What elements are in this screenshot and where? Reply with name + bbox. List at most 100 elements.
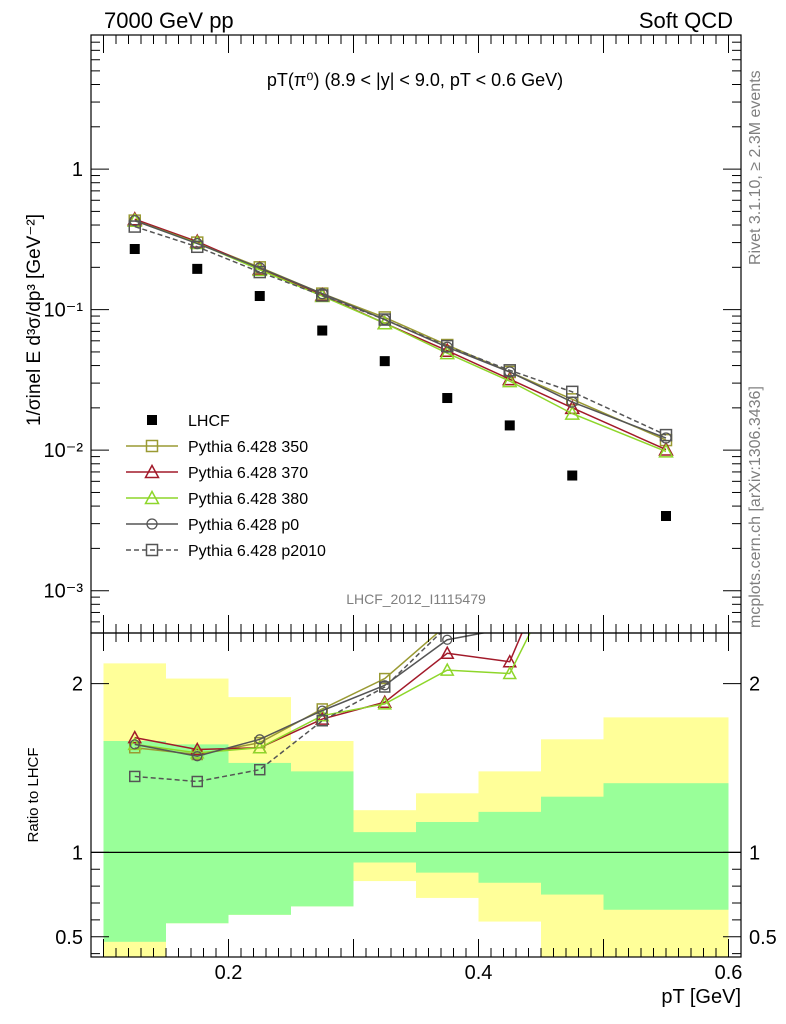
legend-marker-2 — [144, 489, 160, 505]
main-point-4-1 — [191, 240, 204, 254]
legend-label-3: Pythia 6.428 p0 — [188, 517, 299, 534]
main-point-2-5 — [439, 345, 456, 360]
main-y-tick-label-2: 10⁻¹ — [44, 300, 84, 322]
ratio-y-tick-label-left-0: 0.5 — [55, 927, 83, 949]
energy-label: 7000 GeV pp — [104, 8, 234, 33]
ratio-point-3-0 — [129, 739, 140, 750]
ratio-point-0-5 — [442, 620, 452, 630]
ratio-point-2-6 — [502, 665, 518, 680]
analysis-watermark: LHCF_2012_I1115479 — [346, 591, 486, 607]
main-y-axis-label: 1/σinel E d³σ/dp³ [GeV⁻²] — [24, 214, 45, 426]
ratio-point-4-6 — [505, 604, 515, 614]
ratio-point-2-2 — [252, 740, 268, 754]
main-point-2-8 — [658, 443, 674, 458]
inner-uncertainty-band-2 — [228, 762, 291, 915]
data-point-5 — [442, 393, 453, 404]
legend-label-data: LHCF — [188, 413, 230, 430]
ratio-point-0-6 — [505, 609, 515, 619]
main-title: pT(π⁰) (8.9 < |y| < 9.0, pT < 0.6 GeV) — [267, 70, 563, 90]
ratio-point-3-6 — [508, 633, 511, 634]
ratio-point-3-2 — [254, 734, 265, 745]
main-y-tick-label-0: 10⁻³ — [44, 581, 84, 603]
inner-uncertainty-band-6 — [478, 811, 541, 883]
ratio-point-3-5 — [442, 634, 453, 645]
x-tick-label-0: 0.2 — [215, 962, 243, 984]
data-point-0 — [129, 244, 140, 255]
ratio-point-4-8 — [661, 375, 671, 385]
ratio-point-1-5 — [439, 645, 455, 659]
main-y-tick-label-3: 1 — [72, 159, 83, 181]
ratio-point-4-1 — [191, 775, 203, 788]
data-point-3 — [317, 325, 328, 336]
data-point-2 — [254, 291, 265, 302]
main-point-4-8 — [659, 428, 673, 442]
ratio-y-tick-label-right-1: 1 — [749, 842, 760, 864]
inner-uncertainty-band-4 — [353, 832, 416, 863]
ratio-point-0-7 — [567, 442, 577, 452]
main-line-4 — [134, 225, 667, 436]
ratio-point-1-1 — [189, 741, 205, 756]
generator-info: Rivet 3.1.10, ≥ 2.3M events — [747, 70, 764, 265]
main-point-2-6 — [501, 373, 518, 388]
main-point-1-8 — [658, 441, 674, 456]
ratio-point-0-4 — [379, 672, 391, 685]
main-y-tick-label-1: 10⁻² — [44, 440, 84, 462]
ratio-point-2-7 — [566, 543, 578, 554]
ratio-point-3-8 — [662, 409, 671, 418]
ratio-point-2-4 — [377, 696, 393, 710]
legend: LHCF Pythia 6.428 350 Pythia 6.428 370 Pyth… — [126, 413, 326, 560]
category-label: Soft QCD — [639, 8, 733, 33]
legend-marker-3 — [146, 518, 158, 530]
ratio-point-4-7 — [567, 358, 577, 368]
legend-label-0: Pythia 6.428 350 — [188, 439, 308, 456]
ratio-y-tick-label-right-2: 2 — [749, 674, 760, 696]
inner-uncertainty-band-5 — [416, 822, 479, 873]
data-point-6 — [504, 420, 515, 431]
main-point-4-6 — [503, 364, 516, 377]
source-info: mcplots.cern.ch [arXiv:1306.3436] — [747, 386, 764, 628]
legend-label-2: Pythia 6.428 380 — [188, 491, 308, 508]
main-point-4-0 — [128, 220, 141, 233]
x-axis-label: pT [GeV] — [661, 986, 741, 1008]
ratio-y-tick-label-left-2: 2 — [72, 674, 83, 696]
legend-label-4: Pythia 6.428 p2010 — [188, 543, 326, 560]
x-tick-label-2: 0.6 — [715, 962, 743, 984]
main-point-1-6 — [501, 371, 518, 386]
data-point-4 — [379, 356, 390, 367]
legend-marker-1 — [144, 463, 160, 479]
ratio-point-4-0 — [129, 770, 141, 783]
main-point-4-3 — [316, 289, 329, 302]
ratio-point-1-7 — [566, 509, 578, 520]
legend-marker-0 — [145, 439, 159, 453]
ratio-y-tick-label-right-0: 0.5 — [749, 927, 777, 949]
data-point-8 — [661, 511, 671, 522]
ratio-panel: 0.2 0.4 0.6 0.5 0.5 1 1 2 2 Ratio to LHCF pT [Ge… — [25, 358, 777, 1008]
inner-uncertainty-band-0 — [103, 741, 166, 942]
ratio-point-1-0 — [127, 730, 143, 744]
ratio-y-axis-label: Ratio to LHCF — [25, 747, 42, 842]
ratio-line-1 — [134, 633, 523, 751]
legend-marker-4 — [145, 543, 159, 557]
inner-uncertainty-band-3 — [291, 771, 354, 907]
main-point-4-4 — [378, 313, 391, 326]
ratio-point-4-5 — [442, 621, 452, 631]
legend-label-1: Pythia 6.428 370 — [188, 465, 308, 482]
data-point-1 — [192, 263, 203, 274]
ratio-point-4-4 — [379, 681, 391, 693]
main-panel: 10⁻³ 10⁻² 10⁻¹ 1 pT(π⁰) (8.9 < |y| < 9.0, p… — [24, 34, 742, 634]
legend-marker-data — [147, 415, 157, 425]
x-tick-label-1: 0.4 — [465, 962, 493, 984]
data-point-7 — [567, 470, 578, 481]
main-point-4-7 — [566, 385, 579, 399]
main-point-4-5 — [441, 339, 454, 353]
ratio-point-2-5 — [439, 662, 455, 676]
ratio-point-4-3 — [316, 715, 328, 727]
ratio-line-3 — [134, 633, 488, 757]
ratio-line-4 — [134, 633, 442, 783]
ratio-point-3-7 — [568, 460, 577, 469]
ratio-point-2-8 — [660, 526, 672, 537]
ratio-y-tick-label-left-1: 1 — [72, 842, 83, 864]
main-point-4-2 — [253, 265, 266, 279]
ratio-point-3-1 — [192, 751, 203, 762]
